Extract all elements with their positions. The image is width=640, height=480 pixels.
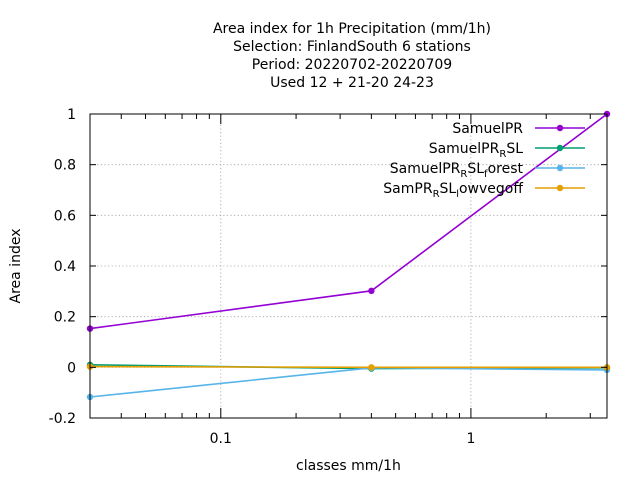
- chart-title: Area index for 1h Precipitation (mm/1h) S…: [213, 21, 491, 91]
- y-tick-label: 0.2: [54, 310, 76, 326]
- axis-ticks: -0.2 0 0.2 0.4 0.6 0.8 1 0.1 1: [49, 107, 607, 447]
- legend-entry-label: SamuelPR: [452, 121, 523, 137]
- y-tick-label: 0.8: [54, 158, 76, 174]
- series-line: [89, 113, 608, 330]
- legend-entry-label: SamuelPRRSLforest: [390, 161, 524, 180]
- data-point: [368, 287, 375, 295]
- x-tick-label: 0.1: [210, 431, 232, 447]
- y-tick-label: 1: [67, 107, 76, 123]
- title-line: Period: 20220702-20220709: [252, 57, 452, 73]
- title-line: Area index for 1h Precipitation (mm/1h): [213, 21, 491, 37]
- x-tick-label: 1: [466, 431, 475, 447]
- series-lines: [86, 110, 611, 401]
- series-line: [89, 366, 608, 398]
- y-tick-label: -0.2: [49, 411, 76, 427]
- legend-entry-label: SamuelPRRSL: [429, 141, 523, 160]
- legend-entry-label: SamPRRSLlowvegoff: [383, 181, 523, 200]
- legend-marker: [556, 144, 564, 152]
- legend-marker: [556, 164, 564, 172]
- x-axis-label: classes mm/1h: [296, 458, 401, 474]
- title-line: Selection: FinlandSouth 6 stations: [233, 39, 471, 55]
- legend-marker: [556, 124, 564, 132]
- legend: SamuelPR SamuelPRRSLSamuelPRRSLforestSamP…: [383, 121, 585, 200]
- y-axis-label: Area index: [8, 229, 24, 304]
- y-tick-label: 0.6: [54, 208, 76, 224]
- title-line: Used 12 + 21-20 24-23: [270, 75, 434, 91]
- series-line: [89, 365, 607, 369]
- y-tick-label: 0: [67, 360, 76, 376]
- grid-lines: [90, 114, 607, 418]
- y-tick-label: 0.4: [54, 259, 76, 275]
- data-point: [368, 364, 375, 371]
- legend-marker: [556, 184, 564, 192]
